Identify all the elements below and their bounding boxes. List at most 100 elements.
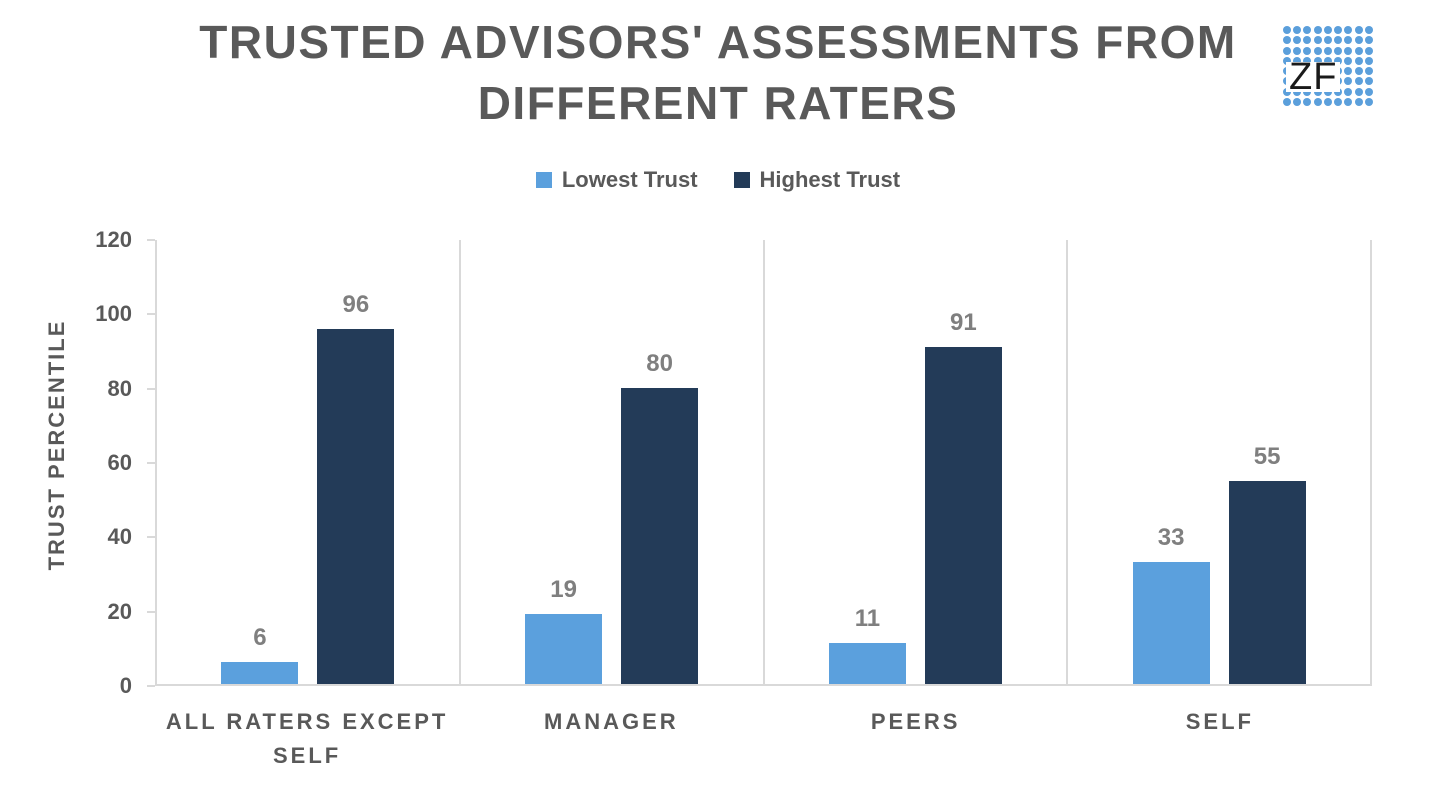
bar-value-label: 19: [550, 575, 577, 603]
logo-dot: [1344, 46, 1353, 55]
legend-label: Lowest Trust: [561, 167, 698, 192]
logo-dot: [1334, 97, 1343, 106]
y-tick-label: 40: [107, 524, 132, 550]
zf-logo: ZF: [1283, 26, 1373, 106]
logo-dot: [1354, 56, 1363, 65]
logo-dot: [1354, 67, 1363, 75]
bar-lowest-trust-peers: 11: [828, 605, 906, 684]
logo-dot: [1334, 26, 1343, 34]
logo-dot: [1364, 97, 1373, 106]
logo-dot: [1364, 36, 1373, 45]
bar-value-label: 6: [253, 623, 267, 651]
logo-dot: [1364, 46, 1373, 55]
y-tick-mark: [147, 387, 155, 390]
logo-dot: [1293, 46, 1302, 55]
logo-dot: [1293, 26, 1302, 34]
y-tick-mark: [147, 610, 155, 613]
x-axis-labels: ALL RATERS EXCEPT SELF MANAGER PEERS SELF: [155, 705, 1372, 773]
logo-dot: [1364, 87, 1373, 96]
bar-value-label: 11: [854, 605, 881, 633]
logo-dot: [1293, 97, 1302, 106]
logo-dot: [1283, 36, 1291, 45]
logo-dot: [1293, 56, 1302, 65]
bar-highest-trust-peers: 91: [924, 309, 1002, 684]
bar-value-label: 55: [1253, 442, 1281, 470]
logo-dot: [1303, 97, 1312, 106]
logo-dot: [1354, 97, 1363, 106]
logo-dot: [1364, 56, 1373, 65]
logo-dot: [1283, 56, 1291, 65]
logo-dot: [1344, 87, 1353, 96]
logo-dot: [1283, 97, 1291, 106]
plot-area: 6 96 19 80 11 91 33 55: [155, 240, 1372, 686]
logo-dot: [1283, 46, 1291, 55]
logo-dot: [1313, 97, 1322, 106]
legend-item-highest-trust: Highest Trust: [733, 167, 901, 193]
logo-dot: [1303, 46, 1312, 55]
y-tick-mark: [147, 313, 155, 316]
logo-dot: [1303, 26, 1312, 34]
bar-lowest-trust-manager: 19: [525, 576, 603, 684]
logo-dot: [1364, 77, 1373, 86]
bar-lowest-trust-all-raters-except-self: 6: [221, 624, 299, 684]
legend-swatch-highest-trust: [733, 172, 750, 188]
logo-dot: [1323, 56, 1332, 65]
logo-dot: [1354, 36, 1363, 45]
category-label-all-raters-except-self: ALL RATERS EXCEPT SELF: [165, 709, 449, 769]
logo-dot: [1323, 36, 1332, 45]
logo-dot: [1354, 87, 1363, 96]
y-tick-mark: [147, 685, 155, 687]
bar-value-label: 96: [342, 290, 370, 318]
logo-dot: [1354, 26, 1363, 34]
logo-dot: [1364, 26, 1373, 34]
logo-dot: [1334, 56, 1343, 65]
category-group-all-raters-except-self: 6 96: [157, 240, 461, 684]
y-tick-label: 100: [95, 301, 132, 327]
logo-dot: [1354, 77, 1363, 86]
logo-dot: [1303, 36, 1312, 45]
y-tick-label: 120: [95, 227, 132, 252]
logo-dot: [1334, 36, 1343, 45]
bar-value-label: 91: [950, 309, 977, 337]
logo-dot: [1303, 56, 1312, 65]
legend-swatch-lowest-trust: [535, 172, 552, 188]
legend-label: Highest Trust: [759, 167, 901, 192]
bar-highest-trust-manager: 80: [621, 350, 699, 684]
logo-dot: [1283, 26, 1291, 34]
logo-dot: [1344, 26, 1353, 34]
y-tick-label: 20: [107, 598, 132, 624]
category-group-self: 33 55: [1068, 240, 1372, 684]
logo-dot: [1344, 56, 1353, 65]
logo-dot: [1364, 67, 1373, 75]
category-label-peers: PEERS: [870, 709, 961, 734]
y-axis: 0 20 40 60 80 100 120: [0, 227, 155, 698]
category-label-manager: MANAGER: [544, 709, 679, 734]
logo-dot: [1293, 36, 1302, 45]
logo-dot: [1344, 77, 1353, 86]
y-tick-mark: [147, 239, 155, 241]
chart-title: TRUSTED ADVISORS' ASSESSMENTS FROM DIFFE…: [199, 16, 1237, 129]
y-tick-mark: [147, 536, 155, 539]
bar-highest-trust-self: 55: [1228, 443, 1306, 684]
category-group-peers: 11 91: [765, 240, 1069, 684]
y-tick-label: 0: [119, 673, 132, 698]
logo-text: ZF: [1286, 58, 1341, 96]
bar-value-label: 80: [646, 350, 673, 378]
logo-dot: [1313, 56, 1322, 65]
logo-dot: [1323, 26, 1332, 34]
bar-value-label: 33: [1157, 523, 1185, 551]
y-tick-label: 80: [107, 375, 132, 401]
logo-dot: [1313, 46, 1322, 55]
logo-dot: [1334, 46, 1343, 55]
logo-dot: [1313, 36, 1322, 45]
logo-dot: [1344, 97, 1353, 106]
logo-dot: [1323, 97, 1332, 106]
y-tick-mark: [147, 462, 155, 464]
legend-item-lowest-trust: Lowest Trust: [535, 167, 698, 193]
logo-dot: [1344, 36, 1353, 45]
logo-dot: [1323, 46, 1332, 55]
y-tick-label: 60: [107, 450, 132, 475]
logo-dot: [1354, 46, 1363, 55]
logo-dot: [1313, 26, 1322, 34]
